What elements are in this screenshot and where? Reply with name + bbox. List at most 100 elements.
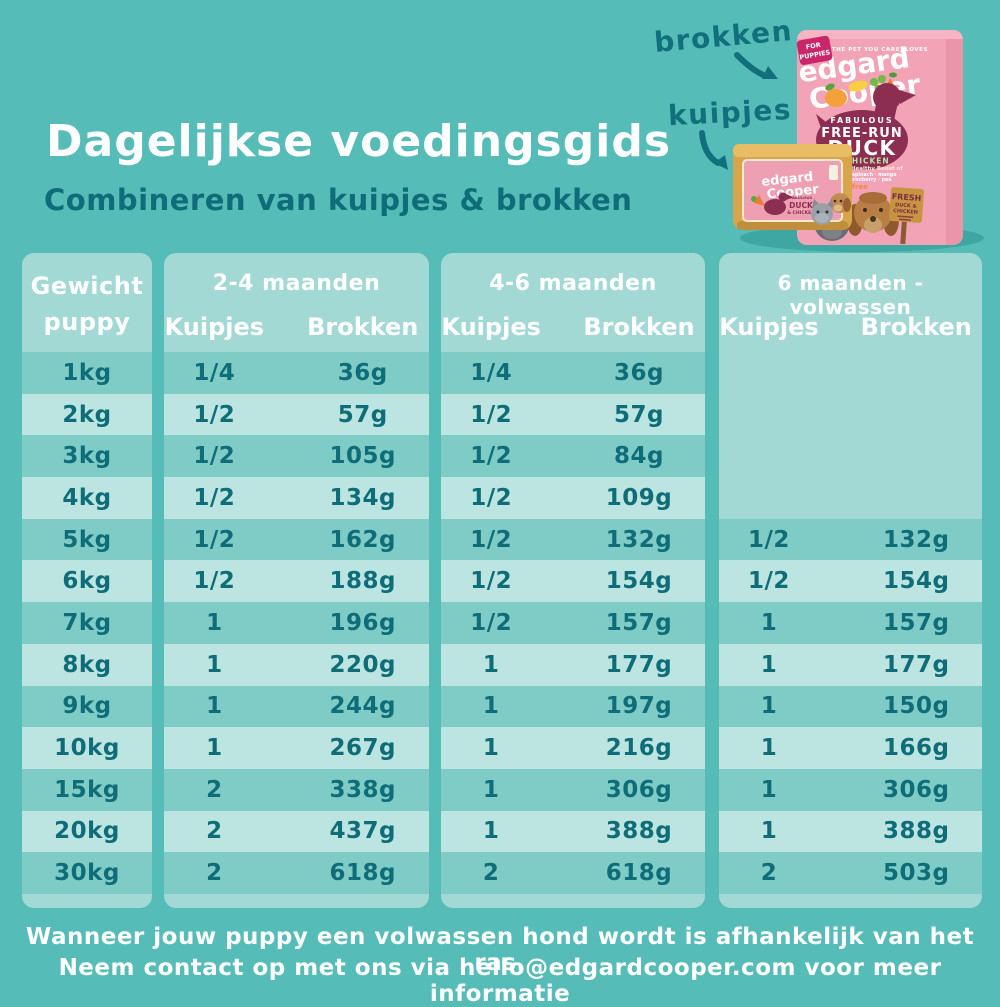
product-illustration: THE PET YOU CARE, LOVES edgard Cooper: [699, 30, 984, 252]
table-row: 2 338g: [164, 768, 429, 811]
table-row: [719, 352, 982, 394]
cell-brokken: 132g: [883, 526, 950, 553]
tray-dog-illustration: [830, 193, 851, 213]
bag-tagline: THE PET YOU CARE, LOVES: [832, 47, 928, 53]
table-row: 1/4 36g: [441, 352, 705, 394]
bag-ingredients-2: carrot · cranberry · pea: [828, 177, 891, 183]
cell-brokken: 196g: [329, 609, 396, 636]
cell-weight: 8kg: [62, 651, 112, 678]
table-row: [719, 394, 982, 436]
cell-brokken: 57g: [337, 401, 388, 428]
cell-kuipjes: 1/2: [470, 443, 513, 470]
cell-brokken: 306g: [883, 776, 950, 803]
group-title: 6 maanden - volwassen: [777, 271, 924, 319]
table-row: 3kg: [22, 435, 152, 478]
page-subtitle: Combineren van kuipjes & brokken: [44, 183, 633, 217]
svg-text:CHICKEN: CHICKEN: [893, 208, 918, 216]
weight-header-line2: puppy: [43, 308, 131, 336]
table-row: 1/2 132g: [719, 518, 982, 561]
cell-brokken: 388g: [605, 818, 673, 845]
tray-illustration: edgard Cooper FABULOUS DUCK & CHICKEN: [733, 144, 852, 230]
cell-brokken: 154g: [605, 568, 673, 595]
table-row: 7kg: [22, 602, 152, 644]
cell-brokken: 267g: [329, 735, 396, 762]
brokken-column-label: Brokken: [860, 313, 972, 341]
cell-brokken: 150g: [883, 693, 950, 720]
table-row: 1 177g: [719, 643, 982, 686]
cell-kuipjes: 1: [482, 735, 500, 762]
table-row: 1/2 154g: [719, 560, 982, 603]
table-row: 2 618g: [441, 852, 705, 894]
cell-brokken: 105g: [329, 443, 396, 470]
group-title: 2-4 maanden: [212, 271, 381, 296]
svg-text:edgard: edgard: [761, 170, 814, 190]
cell-kuipjes: 1/2: [193, 568, 236, 595]
cell-brokken: 177g: [883, 651, 950, 678]
cell-kuipjes: 1/2: [470, 609, 513, 636]
table-row: 1 306g: [441, 768, 705, 811]
cell-kuipjes: 2: [206, 818, 223, 845]
cell-brokken: 216g: [605, 735, 673, 762]
cell-brokken: 36g: [614, 359, 664, 386]
bag-variety: FREE-RUN: [821, 126, 903, 141]
brokken-arrow-icon: [734, 52, 778, 79]
table-row: 5kg: [22, 518, 152, 561]
cell-weight: 1kg: [62, 359, 112, 386]
brokken-column-label: Brokken: [307, 313, 419, 341]
cell-brokken: 132g: [605, 526, 673, 553]
cell-weight: 9kg: [62, 693, 112, 720]
cell-kuipjes: 1/2: [470, 484, 513, 511]
svg-text:FOR: FOR: [805, 41, 821, 51]
kuipjes-arrow-icon: [699, 130, 728, 170]
cell-kuipjes: 2: [206, 776, 223, 803]
cell-weight: 5kg: [62, 526, 112, 553]
tray-sub: & CHICKEN: [787, 210, 815, 216]
table-row: 1 177g: [441, 643, 705, 686]
cell-kuipjes: 1: [206, 609, 223, 636]
table-row: [719, 477, 982, 519]
cell-brokken: 177g: [605, 651, 673, 678]
bag-fabulous: FABULOUS: [830, 116, 893, 125]
brokken-column-label: Brokken: [583, 313, 695, 341]
svg-text:FRESH: FRESH: [891, 192, 921, 203]
cell-brokken: 220g: [329, 651, 396, 678]
table-row: 1/2 154g: [441, 560, 705, 603]
cell-kuipjes: 1/2: [193, 484, 236, 511]
table-row: 1 388g: [441, 810, 705, 853]
table-row: 1 150g: [719, 685, 982, 728]
cell-kuipjes: 1: [760, 735, 778, 762]
group-title: 4-6 maanden: [489, 271, 657, 296]
table-row: 1 244g: [164, 685, 429, 728]
cell-weight: 10kg: [54, 735, 120, 762]
table-row: 10kg: [22, 727, 152, 769]
group-header: 6 maanden - volwassen Kuipjes Brokken: [719, 253, 982, 352]
page-title: Dagelijkse voedingsgids: [46, 116, 672, 167]
cell-kuipjes: 2: [482, 860, 500, 887]
cat-illustration: [811, 199, 833, 225]
table-row: 1 196g: [164, 602, 429, 644]
group-rows: 1/2 132g 1/2 154g 1 157g 1 177g 1 150g 1 166g …: [719, 352, 982, 894]
cell-kuipjes: 1: [760, 651, 778, 678]
group-panel-4-6-months: 4-6 maanden Kuipjes Brokken 1/4 36g 1/2 57…: [441, 253, 705, 908]
cell-kuipjes: 1: [482, 776, 500, 803]
cell-brokken: 388g: [883, 818, 950, 845]
bag-ingredients-1: pumpkin · spinach · mango: [823, 172, 897, 178]
table-row: 1/2 134g: [164, 477, 429, 519]
cell-brokken: 306g: [605, 776, 673, 803]
cell-brokken: 197g: [605, 693, 673, 720]
group-header: 4-6 maanden Kuipjes Brokken: [441, 253, 705, 352]
group-header: 2-4 maanden Kuipjes Brokken: [164, 253, 429, 352]
cell-weight: 30kg: [54, 860, 120, 887]
cell-kuipjes: 1/2: [748, 526, 790, 553]
cell-kuipjes: 1: [206, 651, 223, 678]
cell-brokken: 166g: [883, 735, 950, 762]
table-row: 20kg: [22, 810, 152, 853]
cell-weight: 4kg: [62, 484, 112, 511]
cell-kuipjes: 1: [482, 818, 500, 845]
cell-brokken: 84g: [614, 443, 664, 470]
cell-brokken: 109g: [605, 484, 673, 511]
cell-kuipjes: 1/2: [193, 401, 236, 428]
table-row: 1/4 36g: [164, 352, 429, 394]
cell-brokken: 36g: [337, 359, 388, 386]
